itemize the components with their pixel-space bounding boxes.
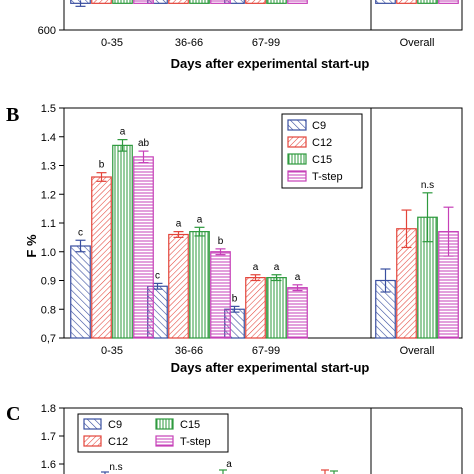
panel-c-annotation: a <box>226 459 232 470</box>
panel-b-ytick-label: 1.1 <box>41 218 56 230</box>
panel-c-annotation: n.s <box>109 462 122 473</box>
legend-label-C15: C15 <box>180 419 200 431</box>
panel-b-ytick-label: 0,7 <box>41 333 56 345</box>
panel-c-ytick-label: 1.7 <box>41 431 56 443</box>
panel-b-ytick-label: 1.5 <box>41 103 56 115</box>
bar-a-C15-36-66 <box>189 0 210 4</box>
panel-a-frame <box>63 0 463 31</box>
significance-letter: c <box>78 227 83 238</box>
significance-letter: b <box>99 160 105 171</box>
panel-c-label: C <box>6 403 20 425</box>
panel-b-ytick-label: 0.8 <box>41 304 56 316</box>
legend-swatch-C9 <box>287 119 307 131</box>
significance-letter: b <box>232 293 238 304</box>
bar-a-C12-Overall <box>396 0 417 4</box>
panel-b-xtick-label: 0-35 <box>101 345 123 357</box>
bar-b-T-step-67-99 <box>287 287 308 339</box>
legend-swatch-C9 <box>83 418 102 430</box>
panel-b-ytick-label: 1.4 <box>41 132 56 144</box>
bar-b-C12-0-35 <box>91 176 112 339</box>
panel-b-xtick-label: 67-99 <box>252 345 280 357</box>
panel-b-xtick-label: 36-66 <box>175 345 203 357</box>
legend-swatch-T-step <box>155 435 174 447</box>
significance-letter: a <box>274 262 280 273</box>
bar-a-C9-67-99 <box>224 0 245 4</box>
legend-label-C9: C9 <box>108 419 122 431</box>
significance-letter: b <box>218 236 224 247</box>
bar-b-C12-67-99 <box>245 277 266 339</box>
legend-swatch-T-step <box>287 170 307 182</box>
bar-a-C12-67-99 <box>245 0 266 4</box>
bar-a-C15-Overall <box>417 0 438 4</box>
panel-c-ytick-label: 1.8 <box>41 403 56 415</box>
bar-b-C9-0-35 <box>70 245 91 339</box>
legend-label-T-step: T-step <box>180 436 211 448</box>
legend-swatch-C15 <box>287 153 307 165</box>
panel-b-xtick-label: Overall <box>400 345 435 357</box>
panel-a-xtick-label: Overall <box>400 37 435 49</box>
significance-letter: a <box>176 219 182 230</box>
significance-letter: a <box>120 127 126 138</box>
panel-a-xtick-label: 36-66 <box>175 37 203 49</box>
bar-a-T-step-36-66 <box>210 0 231 4</box>
bar-a-C12-0-35 <box>91 0 112 4</box>
significance-letter: a <box>197 214 203 225</box>
bar-b-C12-36-66 <box>168 233 189 339</box>
legend-label-C9: C9 <box>312 120 326 132</box>
bar-b-T-step-36-66 <box>210 251 231 339</box>
legend-swatch-C12 <box>83 435 102 447</box>
legend-label-C12: C12 <box>312 137 332 149</box>
bar-a-C15-67-99 <box>266 0 287 4</box>
panel-a-xtick-label: 0-35 <box>101 37 123 49</box>
bar-b-C15-67-99 <box>266 277 287 339</box>
bar-a-T-step-Overall <box>438 0 459 4</box>
legend-swatch-C15 <box>155 418 174 430</box>
significance-letter: a <box>253 262 259 273</box>
panel-b-label: B <box>6 104 19 126</box>
bar-a-C12-36-66 <box>168 0 189 4</box>
bar-a-C9-36-66 <box>147 0 168 4</box>
bar-a-T-step-0-35 <box>133 0 154 4</box>
legend-label-C15: C15 <box>312 154 332 166</box>
bar-a-T-step-67-99 <box>287 0 308 4</box>
bar-a-C15-0-35 <box>112 0 133 4</box>
panel-b-ytick-label: 1.0 <box>41 247 56 259</box>
significance-letter: ab <box>138 138 150 149</box>
panel-b-ylabel: F % <box>24 234 39 258</box>
significance-letter: n.s <box>421 180 434 191</box>
panel-b-ytick-label: 1.2 <box>41 189 56 201</box>
panel-c-legend <box>77 413 229 453</box>
panel-b-xlabel: Days after experimental start-up <box>171 360 370 375</box>
panel-a-ytick-label: 600 <box>38 25 56 37</box>
bar-b-T-step-0-35 <box>133 156 154 339</box>
panel-c-ytick-label: 1.6 <box>41 459 56 471</box>
panel-a-xtick-label: 67-99 <box>252 37 280 49</box>
legend-label-T-step: T-step <box>312 171 343 183</box>
panel-b-ytick-label: 1.3 <box>41 161 56 173</box>
legend-label-C12: C12 <box>108 436 128 448</box>
significance-letter: c <box>155 270 160 281</box>
panel-a-xlabel: Days after experimental start-up <box>171 56 370 71</box>
bar-a-C9-Overall <box>375 0 396 4</box>
significance-letter: a <box>295 272 301 283</box>
legend-swatch-C12 <box>287 136 307 148</box>
bar-b-C15-0-35 <box>112 144 133 339</box>
panel-b-ytick-label: 0.9 <box>41 276 56 288</box>
bar-b-C15-36-66 <box>189 231 210 339</box>
